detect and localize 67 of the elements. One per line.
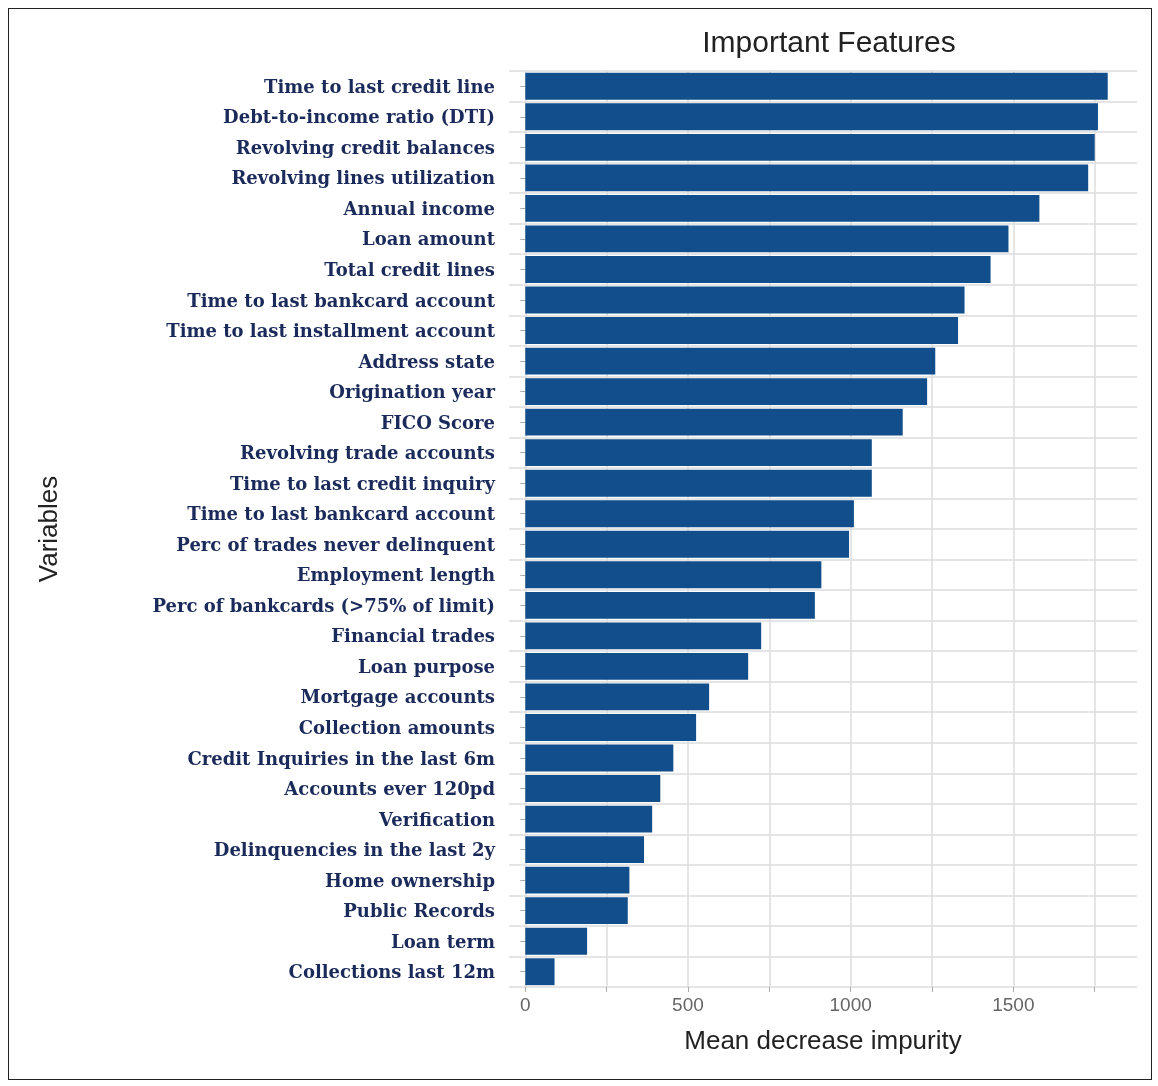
x-tick-label: 1500 <box>992 994 1035 1015</box>
bar <box>525 744 674 772</box>
bar <box>525 683 710 711</box>
bar <box>525 591 815 619</box>
y-tick-label: Origination year <box>329 381 496 403</box>
bar <box>525 652 749 680</box>
bar <box>525 408 903 436</box>
x-axis-title: Mean decrease impurity <box>684 1025 962 1055</box>
y-tick-label: Perc of bankcards (>75% of limit) <box>152 594 495 616</box>
y-tick-label: Accounts ever 120pd <box>283 778 496 800</box>
bar <box>525 469 872 497</box>
bar <box>525 317 959 344</box>
bar <box>525 561 822 589</box>
bar <box>525 500 854 528</box>
bar <box>525 714 697 741</box>
y-tick-label: Revolving credit balances <box>235 136 495 158</box>
bar <box>525 439 872 467</box>
y-tick-label: Debt-to-income ratio (DTI) <box>223 106 495 128</box>
bar <box>525 72 1108 100</box>
y-tick-label: Time to last credit inquiry <box>229 472 496 494</box>
y-tick-label: Public Records <box>343 900 495 922</box>
bar <box>525 530 850 558</box>
y-tick-label: Address state <box>357 350 495 372</box>
x-tick-label: 500 <box>672 994 704 1015</box>
bar <box>525 958 555 986</box>
bar <box>525 164 1089 192</box>
bar <box>525 866 630 894</box>
y-tick-label: Revolving lines utilization <box>231 167 495 189</box>
bar <box>525 775 661 802</box>
y-tick-label: Collections last 12m <box>288 961 495 983</box>
bar <box>525 897 628 925</box>
bar <box>525 133 1095 161</box>
y-tick-label: Revolving trade accounts <box>240 442 495 464</box>
y-tick-label: Mortgage accounts <box>300 686 495 708</box>
y-tick-label: Loan purpose <box>357 655 495 677</box>
y-tick-label: Annual income <box>342 197 495 219</box>
x-tick-label: 0 <box>519 994 531 1015</box>
y-tick-label: Loan term <box>391 930 495 952</box>
y-tick-label: Delinquencies in the last 2y <box>213 839 496 861</box>
bar <box>525 622 762 650</box>
y-axis-title: Variables <box>33 475 63 583</box>
chart-title: Important Features <box>702 24 956 58</box>
y-tick-label: Credit Inquiries in the last 6m <box>187 747 495 769</box>
bar <box>525 378 928 406</box>
bar <box>525 194 1040 222</box>
x-tick-label: 1000 <box>829 994 872 1015</box>
y-tick-label: Total credit lines <box>324 258 495 280</box>
bar <box>525 286 965 314</box>
y-tick-label: Financial trades <box>331 625 495 647</box>
y-tick-label: Home ownership <box>325 869 495 891</box>
y-tick-label: Time to last installment account <box>166 320 496 342</box>
bar <box>525 836 645 864</box>
bar <box>525 347 936 375</box>
bar <box>525 256 991 283</box>
bar <box>525 225 1009 253</box>
y-tick-label: Time to last bankcard account <box>187 289 496 311</box>
y-tick-label: FICO Score <box>380 411 495 433</box>
y-tick-label: Time to last credit line <box>264 75 495 97</box>
y-tick-label: Loan amount <box>362 228 496 250</box>
bar <box>525 805 653 833</box>
y-tick-label: Time to last bankcard account <box>187 503 496 525</box>
y-tick-label: Verification <box>377 808 495 830</box>
bar <box>525 103 1098 131</box>
bar <box>525 927 588 955</box>
y-tick-label: Employment length <box>296 564 495 586</box>
y-tick-label: Collection amounts <box>298 716 495 738</box>
y-tick-label: Perc of trades never delinquent <box>176 533 496 555</box>
